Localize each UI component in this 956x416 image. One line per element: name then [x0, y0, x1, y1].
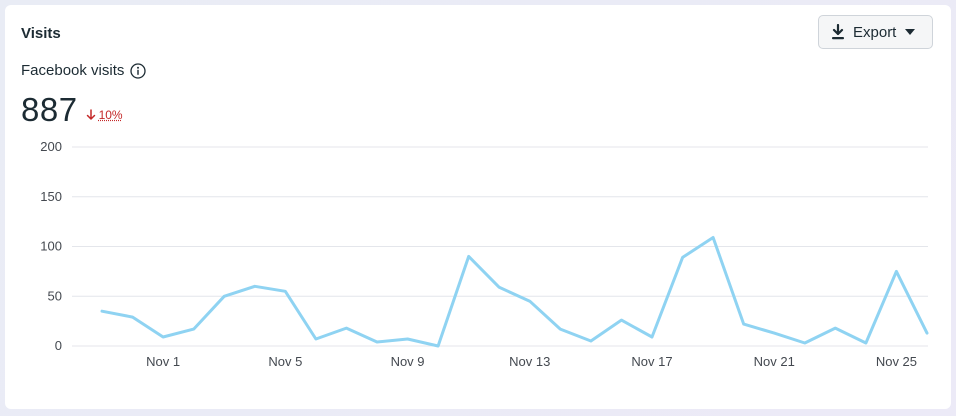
export-label: Export: [853, 23, 897, 41]
subtitle-label: Facebook visits: [21, 62, 125, 79]
card-title: Visits: [21, 25, 61, 42]
y-tick-label: 50: [48, 288, 62, 303]
metric: 887 10%: [21, 91, 123, 129]
y-tick-label: 100: [40, 239, 62, 254]
metric-value: 887: [21, 91, 78, 128]
y-tick-label: 200: [40, 139, 62, 154]
caret-down-icon: [905, 29, 916, 35]
arrow-down-icon: [86, 109, 95, 120]
x-tick-label: Nov 17: [631, 354, 672, 369]
visits-card: Visits Export Facebook visits 887 10%: [5, 5, 951, 409]
export-button[interactable]: Export: [818, 15, 933, 49]
subtitle: Facebook visits: [21, 62, 147, 79]
y-tick-label: 0: [55, 338, 62, 353]
series-line: [100, 236, 929, 348]
metric-change-percent: 10%: [98, 108, 123, 122]
x-tick-label: Nov 9: [391, 354, 425, 369]
x-tick-label: Nov 5: [268, 354, 302, 369]
info-icon[interactable]: [130, 62, 147, 79]
x-tick-label: Nov 1: [146, 354, 180, 369]
metric-change: 10%: [86, 108, 123, 122]
x-tick-label: Nov 13: [509, 354, 550, 369]
x-tick-label: Nov 21: [754, 354, 795, 369]
y-tick-label: 150: [40, 189, 62, 204]
download-icon: [832, 24, 844, 40]
x-tick-label: Nov 25: [876, 354, 917, 369]
